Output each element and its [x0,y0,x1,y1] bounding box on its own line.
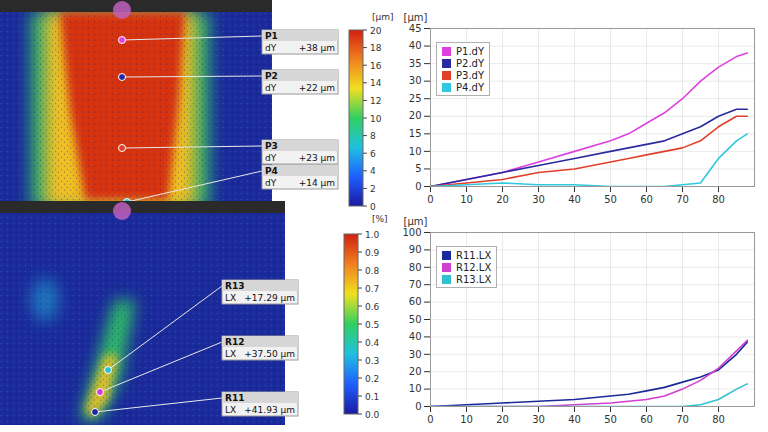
svg-text:50: 50 [409,314,422,325]
svg-text:30: 30 [409,349,422,360]
svg-text:+17.29 µm: +17.29 µm [244,293,295,303]
svg-text:+14 µm: +14 µm [299,178,335,188]
svg-text:LX: LX [225,293,236,303]
svg-text:10: 10 [409,383,422,394]
svg-text:dY: dY [265,83,277,93]
svg-text:80: 80 [409,262,422,273]
html-text:R11.LX: R11.LX [456,249,492,261]
svg-text:LX: LX [225,349,236,359]
svg-text:30: 30 [532,414,545,425]
svg-text:20: 20 [496,414,509,425]
html-text:P3.dY: P3.dY [456,69,484,81]
svg-text:+23 µm: +23 µm [299,153,335,163]
html-text:R13.LX: R13.LX [456,273,492,285]
svg-text:4: 4 [370,166,376,176]
svg-text:30: 30 [409,75,422,86]
svg-text:60: 60 [640,414,653,425]
svg-text:0: 0 [370,202,376,212]
svg-text:[µm]: [µm] [372,12,394,22]
svg-text:18: 18 [370,43,382,53]
svg-text:8: 8 [370,131,376,141]
svg-text:dY: dY [265,153,277,163]
svg-text:16: 16 [370,61,382,71]
html-text:P1.dY: P1.dY [456,45,484,57]
svg-text:70: 70 [409,279,422,290]
svg-text:[µm]: [µm] [404,216,428,227]
svg-text:0: 0 [415,401,421,412]
svg-text:P2: P2 [265,71,278,81]
svg-text:0.8: 0.8 [365,266,380,276]
svg-text:10: 10 [460,414,473,425]
svg-text:0.5: 0.5 [365,320,379,330]
svg-text:20: 20 [409,366,422,377]
svg-text:14: 14 [370,78,382,88]
svg-text:+38 µm: +38 µm [299,43,335,53]
svg-text:20: 20 [370,26,382,36]
svg-text:2: 2 [370,184,376,194]
svg-text:60: 60 [409,296,422,307]
svg-text:40: 40 [409,40,422,51]
svg-text:60: 60 [640,194,653,205]
svg-text:0.6: 0.6 [365,302,380,312]
svg-text:P4: P4 [265,166,278,176]
svg-text:0: 0 [415,181,421,192]
svg-text:45: 45 [409,23,422,34]
svg-text:0.4: 0.4 [365,338,380,348]
svg-text:80: 80 [712,414,725,425]
svg-text:0.9: 0.9 [365,248,380,258]
svg-text:R11: R11 [225,393,244,403]
svg-text:+22 µm: +22 µm [299,83,335,93]
svg-text:10: 10 [460,194,473,205]
svg-text:70: 70 [676,194,689,205]
svg-text:+41.93 µm: +41.93 µm [244,405,295,415]
svg-text:90: 90 [409,244,422,255]
svg-text:dY: dY [265,178,277,188]
svg-text:40: 40 [568,194,581,205]
svg-text:10: 10 [370,114,382,124]
svg-text:35: 35 [409,58,422,69]
svg-text:100: 100 [402,227,421,238]
svg-text:10: 10 [409,146,422,157]
svg-text:20: 20 [496,194,509,205]
svg-text:0.1: 0.1 [365,392,379,402]
svg-text:1.0: 1.0 [365,230,380,240]
html-text:P4.dY: P4.dY [456,81,484,93]
svg-text:80: 80 [712,194,725,205]
svg-text:0.0: 0.0 [365,410,380,420]
svg-text:[µm]: [µm] [404,12,428,23]
html-text:P2.dY: P2.dY [456,57,484,69]
svg-text:0.3: 0.3 [365,356,379,366]
svg-text:70: 70 [676,414,689,425]
svg-text:50: 50 [604,194,617,205]
svg-text:0: 0 [427,414,433,425]
svg-text:R12: R12 [225,337,244,347]
svg-text:dY: dY [265,43,277,53]
svg-text:6: 6 [370,149,376,159]
svg-text:12: 12 [370,96,381,106]
html-text:R12.LX: R12.LX [456,261,492,273]
svg-text:40: 40 [409,331,422,342]
svg-text:25: 25 [409,93,422,104]
svg-text:30: 30 [532,194,545,205]
svg-text:0.7: 0.7 [365,284,379,294]
svg-text:P1: P1 [265,31,278,41]
svg-text:0.2: 0.2 [365,374,379,384]
svg-text:R13: R13 [225,281,244,291]
svg-text:20: 20 [409,110,422,121]
svg-text:[%]: [%] [372,214,388,224]
svg-text:0: 0 [427,194,433,205]
svg-text:+37.50 µm: +37.50 µm [244,349,295,359]
svg-text:LX: LX [225,405,236,415]
svg-text:50: 50 [604,414,617,425]
svg-text:5: 5 [415,163,421,174]
svg-text:15: 15 [409,128,422,139]
svg-text:40: 40 [568,414,581,425]
svg-text:P3: P3 [265,141,278,151]
